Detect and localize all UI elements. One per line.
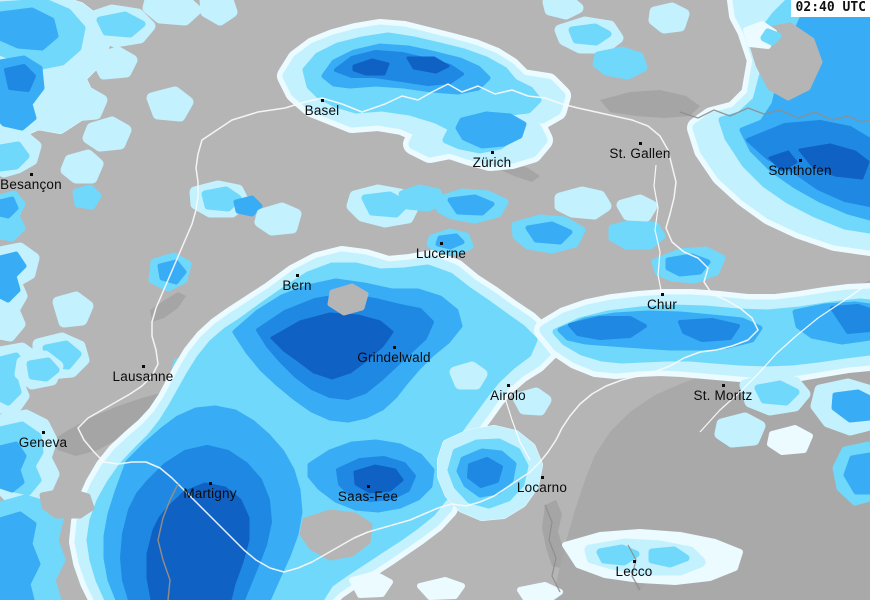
city-label: Lucerne — [415, 246, 467, 261]
city-dot — [141, 364, 145, 368]
city-label: Saas-Fee — [337, 489, 399, 504]
river-ticino — [504, 397, 531, 461]
precip-cells-north-mid — [542, 0, 690, 80]
city-label: Martigny — [183, 486, 237, 501]
city-dot — [208, 481, 212, 485]
precip-cells-central — [148, 180, 666, 292]
city-label: Lecco — [615, 564, 653, 579]
city-label: Locarno — [516, 480, 568, 495]
city-dot — [660, 292, 664, 296]
city-dot — [295, 273, 299, 277]
border-layer — [77, 83, 870, 600]
precip-cells-airolo — [449, 361, 552, 416]
precip-system-alps — [39, 246, 559, 600]
city-dot — [320, 98, 324, 102]
city-dot — [632, 559, 636, 563]
city-label: Sonthofen — [768, 163, 832, 178]
city-label: Zürich — [472, 155, 512, 170]
city-dot — [29, 172, 33, 176]
border-valais-italy — [157, 483, 179, 600]
city-label: Chur — [646, 297, 678, 312]
lake-neuchatel — [150, 292, 186, 322]
precip-cells-southeast — [714, 372, 870, 506]
border-switzerland — [77, 83, 759, 573]
precip-strip-west — [0, 242, 94, 600]
city-dot — [366, 484, 370, 488]
border-como — [627, 544, 641, 591]
precip-system-lecco — [349, 529, 743, 600]
precip-cell-locarno — [437, 425, 543, 521]
city-dot — [540, 475, 544, 479]
city-dot — [490, 150, 494, 154]
river-rhine — [653, 164, 663, 296]
city-dot — [439, 241, 443, 245]
timestamp-text: 02:40 UTC — [795, 0, 866, 15]
border-italy-lakes — [544, 504, 561, 593]
city-dot — [721, 383, 725, 387]
city-dot — [638, 141, 642, 145]
city-label: Besançon — [0, 177, 62, 192]
city-dot — [506, 383, 510, 387]
border-germany-austria — [679, 107, 870, 123]
city-dot — [392, 345, 396, 349]
city-dot — [798, 158, 802, 162]
timestamp-badge: 02:40 UTC — [790, 0, 870, 17]
city-label: Bern — [282, 278, 312, 293]
city-label: Grindelwald — [357, 350, 431, 365]
city-label: Airolo — [490, 388, 526, 403]
city-label: St. Moritz — [693, 388, 753, 403]
precip-system-north — [277, 19, 571, 171]
city-label: Basel — [304, 103, 340, 118]
lake-maggiore — [542, 500, 564, 568]
city-dot — [41, 430, 45, 434]
lake-constance — [600, 90, 700, 118]
precip-cells-top-left — [60, 0, 238, 210]
river-inn — [699, 287, 863, 433]
city-label: St. Gallen — [609, 146, 671, 161]
precip-band-chur — [534, 246, 870, 383]
city-label: Geneva — [18, 435, 68, 450]
precip-system-east — [687, 0, 870, 256]
city-label: Lausanne — [112, 369, 174, 384]
